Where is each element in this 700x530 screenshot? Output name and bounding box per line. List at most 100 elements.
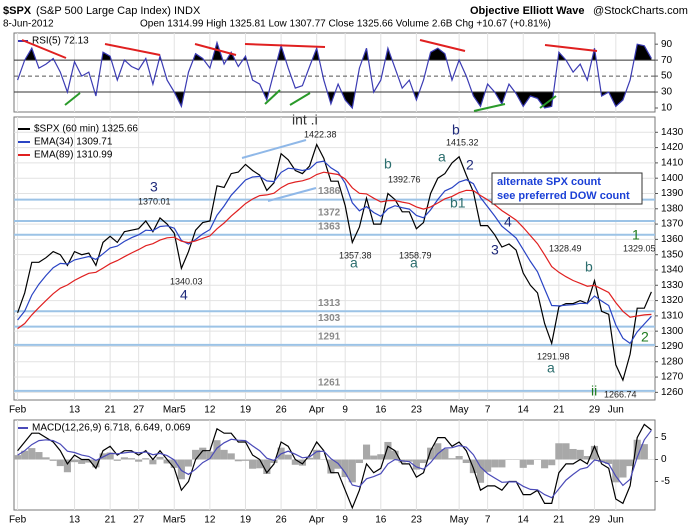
x-tick-label: 7 (485, 515, 491, 526)
histogram-bar (448, 458, 456, 460)
y-tick-label: 1390 (661, 188, 684, 199)
oversold-fill (67, 92, 626, 108)
x-tick-label: Apr (309, 515, 325, 526)
trend-line (419, 39, 466, 52)
price-label: 1415.32 (446, 137, 479, 147)
legend-label: EMA(89) 1310.99 (34, 150, 113, 161)
histogram-bar (85, 459, 93, 463)
x-tick-label: 23 (411, 405, 423, 416)
histogram-bar (135, 459, 143, 462)
panel-title: MACD(12,26,9) 6.718, 6.649, 0.069 (32, 423, 191, 434)
y-tick-label: 1360 (661, 234, 684, 245)
y-tick-label: 10 (661, 103, 673, 114)
price-label: 1291.98 (537, 351, 570, 361)
histogram-bar (21, 450, 29, 460)
histogram-bar (640, 444, 648, 460)
price-label: 1266.74 (604, 389, 637, 399)
histogram-bar (163, 459, 171, 464)
histogram-bar (633, 439, 641, 460)
x-tick-label: 12 (204, 515, 216, 526)
y-tick-label: 1420 (661, 142, 684, 153)
y-tick-label: 1300 (661, 326, 684, 337)
histogram-bar (70, 459, 79, 463)
wave-label: 2 (466, 157, 474, 173)
x-tick-label: 26 (276, 515, 288, 526)
y-tick-label: 1330 (661, 280, 684, 291)
y-tick-label: 30 (661, 87, 673, 98)
y-tick-label: 1290 (661, 341, 684, 352)
level-label: 1386 (318, 186, 341, 197)
histogram-bar (249, 459, 257, 469)
series-line (17, 171, 652, 330)
histogram-bar (384, 441, 392, 460)
histogram-bar (306, 457, 314, 460)
y-tick-label: 1340 (661, 265, 684, 276)
histogram-bar (213, 440, 221, 460)
series-line (17, 142, 652, 382)
x-tick-label: 27 (133, 405, 145, 416)
histogram-bar (362, 444, 371, 460)
trend-line (64, 92, 81, 106)
histogram-bar (555, 443, 563, 460)
y-tick-label: 5 (661, 432, 667, 443)
histogram-bar (519, 459, 527, 468)
histogram-bar (256, 459, 264, 469)
wave-label: a (438, 149, 446, 165)
level-label: 1291 (318, 332, 341, 343)
histogram-bar (313, 449, 321, 460)
level-label: 1261 (318, 377, 341, 388)
x-tick-label: May (450, 405, 469, 416)
y-tick-label: 90 (661, 39, 673, 50)
y-tick-label: 1380 (661, 203, 684, 214)
symbol-name: (S&P 500 Large Cap Index) INDX (36, 5, 201, 17)
histogram-bar (498, 459, 506, 468)
y-tick-label: 1310 (661, 311, 684, 322)
wave-label: 4 (180, 287, 188, 303)
histogram-bar (120, 457, 128, 460)
histogram-bar (199, 447, 207, 460)
wave-label: a (410, 255, 418, 271)
histogram-bar (391, 450, 399, 460)
price-label: 1329.05 (623, 243, 656, 253)
x-tick-label: 9 (342, 515, 348, 526)
histogram-bar (142, 458, 150, 460)
histogram-bar (548, 459, 556, 466)
trend-line (473, 103, 506, 112)
x-tick-label: Feb (9, 405, 27, 416)
trend-line (267, 187, 317, 202)
histogram-bar (412, 459, 420, 470)
y-tick-label: 1260 (661, 387, 684, 398)
histogram-bar (434, 443, 442, 460)
price-label: 1422.38 (304, 129, 337, 139)
histogram-bar (284, 454, 292, 460)
x-tick-label: 12 (204, 405, 216, 416)
x-tick-label: Apr (309, 405, 325, 416)
x-tick-label: 14 (518, 405, 530, 416)
x-tick-label: 21 (553, 405, 565, 416)
y-tick-label: 1370 (661, 219, 684, 230)
x-tick-label: 13 (69, 405, 81, 416)
price-label: 1328.49 (549, 243, 582, 253)
series-line (17, 423, 652, 510)
trend-line (194, 43, 237, 56)
histogram-bar (405, 459, 413, 462)
x-tick-label: 19 (240, 515, 252, 526)
x-tick-label: 27 (133, 515, 145, 526)
panel-title: RSI(5) 72.13 (32, 36, 89, 47)
histogram-bar (526, 459, 534, 465)
x-tick-label: 13 (69, 515, 81, 526)
level-label: 1303 (318, 313, 341, 324)
histogram-bar (35, 452, 43, 460)
histogram-bar (541, 459, 549, 469)
legend-label: EMA(34) 1309.71 (34, 137, 113, 148)
histogram-bar (619, 459, 627, 478)
histogram-bar (491, 459, 499, 468)
x-tick-label: 29 (589, 405, 601, 416)
histogram-bar (56, 459, 64, 467)
x-tick-label: Jun (608, 515, 624, 526)
price-label: 1357.38 (339, 250, 372, 260)
histogram-bar (291, 459, 299, 465)
x-tick-label: 21 (105, 405, 117, 416)
histogram-bar (113, 459, 121, 461)
